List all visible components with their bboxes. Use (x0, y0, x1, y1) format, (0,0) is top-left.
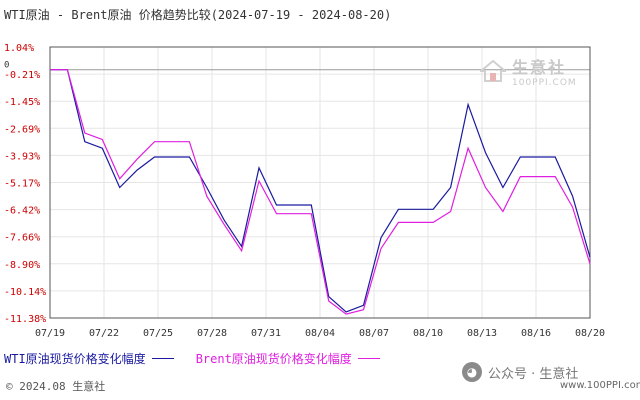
series-line-wti (50, 69, 591, 313)
wechat-badge: ◕ 公众号 · 生意社 (462, 362, 578, 382)
watermark-en: 100PPI.COM (512, 78, 577, 88)
site-url: www.100PPI.com (560, 380, 640, 391)
y-tick-label: -5.17% (4, 179, 40, 190)
legend-item-wti: WTI原油现货价格变化幅度 (4, 350, 174, 367)
x-tick-label: 07/28 (197, 328, 227, 339)
plot-frame (49, 46, 591, 319)
legend-item-brent: Brent原油现货价格变化幅度 (196, 350, 380, 367)
zero-label: 0 (4, 61, 9, 71)
y-tick-label: 1.04% (4, 43, 34, 54)
x-tick-label: 08/16 (521, 328, 551, 339)
legend-label-brent: Brent原油现货价格变化幅度 (195, 352, 352, 366)
watermark-cn: 生意社 (512, 58, 567, 77)
legend-label-wti: WTI原油现货价格变化幅度 (4, 352, 146, 366)
y-tick-label: -6.42% (4, 206, 40, 217)
line-chart: 1.04% -0.21% -1.45% -2.69% -3.93% -5.17% -6.42… (4, 43, 605, 339)
y-tick-label: -7.66% (4, 233, 40, 244)
y-tick-label: -1.45% (4, 97, 40, 108)
y-tick-label: -11.38% (4, 314, 46, 325)
y-tick-label: -0.21% (4, 70, 40, 81)
x-tick-label: 08/20 (575, 328, 605, 339)
y-tick-label: -2.69% (4, 124, 40, 135)
legend-swatch-wti (151, 358, 174, 359)
x-tick-label: 08/04 (305, 328, 335, 339)
x-tick-label: 07/25 (143, 328, 173, 339)
x-tick-label: 07/31 (251, 328, 281, 339)
x-tick-label: 07/22 (89, 328, 119, 339)
x-tick-label: 08/07 (359, 328, 389, 339)
x-tick-label: 07/19 (35, 328, 65, 339)
house-logo-icon (478, 59, 508, 82)
chart-title: WTI原油 - Brent原油 价格趋势比较(2024-07-19 - 2024… (4, 8, 392, 22)
x-tick-label: 08/10 (413, 328, 443, 339)
copyright-footer: © 2024.08 生意社 (6, 380, 106, 393)
wechat-icon: ◕ (462, 362, 482, 382)
legend-swatch-brent (357, 358, 380, 359)
y-tick-label: -3.93% (4, 151, 40, 162)
x-tick-label: 08/13 (467, 328, 497, 339)
series-line-brent (50, 69, 591, 315)
y-tick-label: -8.90% (4, 260, 40, 271)
wechat-text: 公众号 · 生意社 (488, 366, 579, 382)
watermark-logo: 生意社 100PPI.COM (478, 54, 577, 88)
y-tick-label: -10.14% (4, 287, 46, 298)
legend: WTI原油现货价格变化幅度 Brent原油现货价格变化幅度 (4, 350, 402, 367)
